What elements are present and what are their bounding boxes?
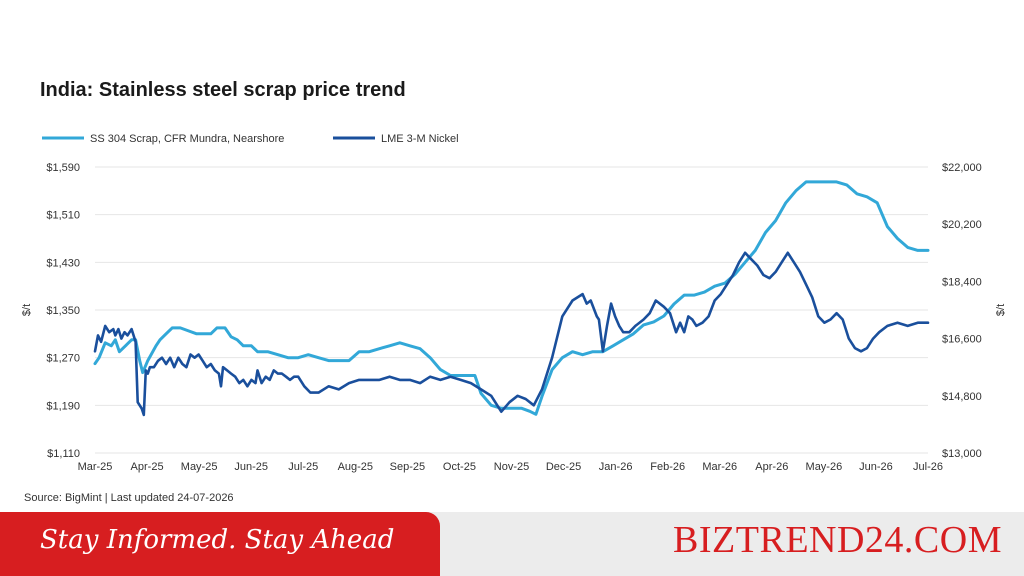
right-tick-label: $13,000: [942, 448, 982, 460]
right-tick-label: $20,200: [942, 219, 982, 231]
x-tick-label: May-25: [181, 461, 218, 473]
brand-logo-text[interactable]: BIZTREND24.COM: [673, 519, 1002, 561]
x-tick-label: Jun-26: [859, 461, 893, 473]
right-tick-label: $22,000: [942, 162, 982, 174]
x-tick-label: Apr-25: [131, 461, 164, 473]
right-axis-label: $/t: [995, 304, 1007, 316]
x-tick-label: Jul-25: [288, 461, 318, 473]
left-tick-label: $1,430: [46, 257, 80, 269]
right-axis-ticks: $22,000 $20,200 $18,400 $16,600 $14,800 $13,0…: [942, 162, 982, 460]
left-tick-label: $1,110: [47, 448, 80, 460]
left-tick-label: $1,190: [46, 400, 80, 412]
x-tick-label: Feb-26: [650, 461, 685, 473]
x-tick-label: Aug-25: [338, 461, 373, 473]
series-line-ss304-scrap: [93, 180, 930, 416]
right-tick-label: $14,800: [942, 391, 982, 403]
footer-tagline-banner: [0, 512, 440, 576]
chart-title: India: Stainless steel scrap price trend: [40, 79, 406, 101]
legend-label-ss304: SS 304 Scrap, CFR Mundra, Nearshore: [90, 133, 284, 145]
x-tick-label: Oct-25: [443, 461, 476, 473]
x-tick-label: Nov-25: [494, 461, 529, 473]
x-tick-label: Mar-25: [78, 461, 113, 473]
x-tick-label: Dec-25: [546, 461, 581, 473]
x-tick-label: Apr-26: [755, 461, 788, 473]
left-tick-label: $1,510: [46, 210, 80, 222]
right-tick-label: $18,400: [942, 276, 982, 288]
left-tick-label: $1,350: [46, 305, 80, 317]
footer-tagline: Stay Informed. Stay Ahead: [40, 525, 395, 555]
x-tick-label: Jul-26: [913, 461, 943, 473]
x-axis-ticks: Mar-25 Apr-25 May-25 Jun-25 Jul-25 Aug-25 Sep-…: [78, 461, 943, 473]
source-note: Source: BigMint | Last updated 24-07-202…: [24, 492, 234, 504]
chart: India: Stainless steel scrap price trend…: [21, 79, 1007, 504]
series-lines: [93, 180, 930, 417]
x-tick-label: Jun-25: [234, 461, 268, 473]
legend: SS 304 Scrap, CFR Mundra, Nearshore LME …: [42, 133, 459, 145]
left-axis-ticks: $1,590 $1,510 $1,430 $1,350 $1,270 $1,190 $1,1…: [46, 162, 80, 460]
x-tick-label: Mar-26: [702, 461, 737, 473]
gridlines: [95, 166, 928, 454]
left-tick-label: $1,270: [46, 353, 80, 365]
left-tick-label: $1,590: [46, 162, 80, 174]
left-axis-label: $/t: [21, 304, 33, 316]
right-tick-label: $16,600: [942, 334, 982, 346]
x-tick-label: Sep-25: [390, 461, 425, 473]
x-tick-label: Jan-26: [599, 461, 633, 473]
x-tick-label: May-26: [806, 461, 843, 473]
legend-label-nickel: LME 3-M Nickel: [381, 133, 459, 145]
series-line-lme-nickel: [93, 251, 930, 417]
